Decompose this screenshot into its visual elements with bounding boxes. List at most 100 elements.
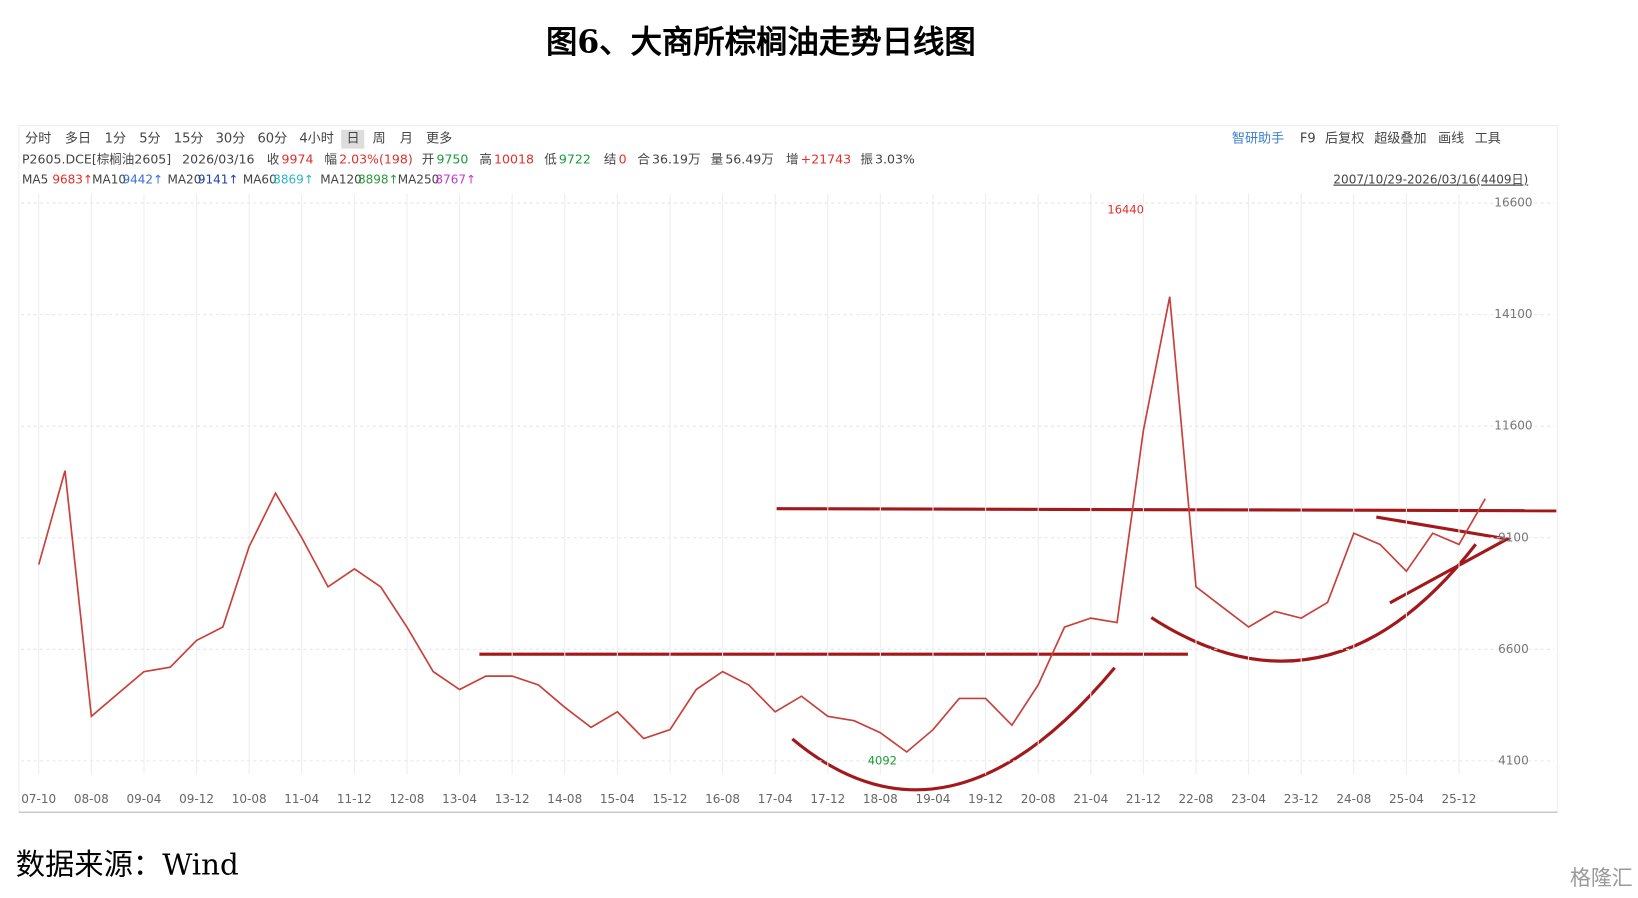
ma-name: MA60 <box>243 173 277 187</box>
x-tick-label: 09-12 <box>179 792 214 806</box>
toolbar-item[interactable]: 工具 <box>1475 132 1501 147</box>
x-tick-label: 16-08 <box>705 792 740 806</box>
watermark: 格隆汇 <box>1570 866 1633 890</box>
y-tick-label: 16600 <box>1494 196 1532 210</box>
info-value: 2026/03/16 <box>182 152 254 167</box>
x-tick-label: 22-08 <box>1179 792 1214 806</box>
x-tick-label: 23-12 <box>1284 792 1319 806</box>
y-tick-label: 6600 <box>1498 642 1529 656</box>
x-tick-label: 08-08 <box>74 792 109 806</box>
x-tick-label: 23-04 <box>1231 792 1266 806</box>
x-tick-label: 19-04 <box>916 792 951 806</box>
low-label: 4092 <box>868 754 897 768</box>
info-label: 合 <box>637 152 650 167</box>
info-label: 结 <box>604 152 617 167</box>
active-tab-bg <box>341 129 365 149</box>
source: 数据来源：Wind <box>16 848 239 882</box>
info-value: 36.19万 <box>652 152 700 167</box>
x-tick-label: 12-08 <box>390 792 425 806</box>
y-tick-label: 9100 <box>1498 530 1529 544</box>
y-tick-label: 14100 <box>1494 307 1532 321</box>
toolbar-item[interactable]: 更多 <box>426 130 452 147</box>
ma-value: 8869↑ <box>273 173 314 187</box>
ma-name: MA5 <box>22 173 48 187</box>
annotations <box>479 507 1557 792</box>
y-tick-label: 11600 <box>1494 419 1532 433</box>
ma-value: 9683↑ <box>52 173 93 187</box>
x-tick-label: 11-12 <box>337 792 372 806</box>
x-tick-label: 17-04 <box>758 792 793 806</box>
x-tick-label: 09-04 <box>126 792 161 806</box>
bowl-arc <box>1150 543 1477 663</box>
x-tick-label: 21-04 <box>1073 792 1108 806</box>
x-tick-label: 24-08 <box>1336 792 1371 806</box>
ma-name: MA10 <box>92 173 126 187</box>
info-label: P2605.DCE[棕榈油2605] <box>22 152 171 167</box>
info-label: 增 <box>786 152 799 167</box>
toolbar-item[interactable]: 周 <box>373 132 386 147</box>
toolbar-item[interactable]: 4小时 <box>299 131 333 147</box>
x-tick-label: 14-08 <box>547 792 582 806</box>
ma-name: MA250 <box>398 173 440 187</box>
toolbar-item[interactable]: 5分 <box>139 131 160 147</box>
toolbar-item[interactable]: 60分 <box>257 131 287 147</box>
info-value: 10018 <box>494 152 534 167</box>
toolbar-item[interactable]: F9 <box>1300 132 1316 147</box>
x-tick-label: 17-12 <box>810 792 845 806</box>
high-label: 16440 <box>1107 203 1144 217</box>
ma-value: 8767↑ <box>435 173 476 187</box>
ma-name: MA20 <box>167 173 201 187</box>
info-value: 9974 <box>282 152 314 167</box>
toolbar-item[interactable]: 分时 <box>25 131 51 147</box>
ma-name: MA120 <box>320 173 362 187</box>
toolbar-item[interactable]: 月 <box>400 132 413 147</box>
x-tick-label: 19-12 <box>968 792 1003 806</box>
info-value: 9750 <box>436 152 468 167</box>
x-tick-label: 13-12 <box>495 792 530 806</box>
resistance-line <box>776 507 1557 513</box>
info-value: +21743 <box>801 152 851 167</box>
y-tick-label: 4100 <box>1498 753 1529 767</box>
info-label: 开 <box>422 152 435 167</box>
toolbar-item[interactable]: 日 <box>346 132 359 147</box>
toolbar-item[interactable]: 后复权 <box>1325 130 1364 147</box>
ma-value: 8898↑ <box>358 173 399 187</box>
triangle <box>1376 515 1512 605</box>
x-tick-label: 15-12 <box>653 792 688 806</box>
x-tick-label: 11-04 <box>284 792 319 806</box>
x-tick-label: 07-10 <box>21 792 56 806</box>
info-value: 9722 <box>559 152 591 167</box>
x-tick-label: 21-12 <box>1126 792 1161 806</box>
toolbar-item[interactable]: 智研助手 <box>1232 131 1284 147</box>
ma-value: 9442↑ <box>122 173 163 187</box>
x-tick-label: 20-08 <box>1021 792 1056 806</box>
toolbar-item[interactable]: 30分 <box>216 131 246 147</box>
toolbar-item[interactable]: 15分 <box>174 131 204 147</box>
date-range[interactable]: 2007/10/29-2026/03/16(4409日) <box>1333 173 1528 187</box>
info-label: 收 <box>267 152 280 167</box>
ma-value: 9141↑ <box>198 173 239 187</box>
x-tick-label: 10-08 <box>232 792 267 806</box>
info-label: 低 <box>544 152 557 167</box>
toolbar-item[interactable]: 1分 <box>105 131 126 147</box>
info-label: 量 <box>711 152 724 167</box>
x-tick-label: 25-12 <box>1442 792 1477 806</box>
info-value: 56.49万 <box>725 152 773 167</box>
toolbar-item[interactable]: 超级叠加 <box>1374 131 1426 147</box>
x-tick-label: 13-04 <box>442 792 477 806</box>
toolbar-item[interactable]: 画线 <box>1438 131 1464 147</box>
bottom-arc <box>791 666 1116 792</box>
info-value: 3.03% <box>875 152 915 167</box>
toolbar-item[interactable]: 多日 <box>65 130 91 147</box>
info-label: 幅 <box>324 152 337 167</box>
info-value: 0 <box>619 152 627 167</box>
x-tick-label: 25-04 <box>1389 792 1424 806</box>
title: 图6、大商所棕榈油走势日线图 <box>546 24 976 60</box>
info-value: 2.03%(198) <box>339 152 413 167</box>
info-label: 高 <box>479 152 492 167</box>
info-label: 振 <box>860 152 873 167</box>
x-tick-label: 18-08 <box>863 792 898 806</box>
price-line <box>37 296 1487 754</box>
x-tick-label: 15-04 <box>600 792 635 806</box>
